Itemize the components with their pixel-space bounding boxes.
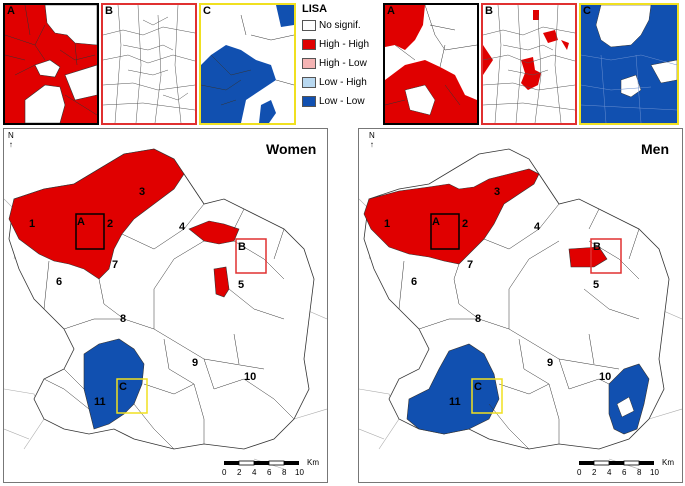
inset-label: C: [203, 5, 211, 17]
panel-title: Men: [641, 141, 669, 157]
scale-tick: 6: [267, 468, 272, 477]
box-label: C: [474, 381, 482, 393]
north-label: N: [369, 131, 375, 140]
inset-men-b-map: [483, 5, 575, 123]
box-label: B: [593, 241, 601, 253]
legend-item-no-signif: No signif.: [302, 20, 361, 31]
inset-label: A: [7, 5, 15, 17]
inset-men-c-map: [581, 5, 677, 123]
inset-women-c: C: [199, 3, 296, 125]
north-label: N: [8, 131, 14, 140]
men-box-b: [590, 238, 622, 274]
women-box-c: [116, 378, 148, 414]
panel-title: Women: [266, 141, 317, 157]
box-label: C: [119, 381, 127, 393]
legend-swatch: [302, 58, 316, 69]
men-box-a: [430, 213, 460, 250]
legend-item-high-low: High - Low: [302, 58, 367, 69]
legend-item-high-high: High - High: [302, 39, 369, 50]
region-number: 2: [462, 218, 469, 230]
region-number: 4: [179, 221, 186, 233]
legend-label: Low - Low: [319, 96, 365, 108]
scale-tick: 10: [650, 468, 659, 477]
region-number: 2: [107, 218, 114, 230]
region-number: 1: [384, 218, 391, 230]
box-label: A: [432, 216, 440, 228]
scale-unit: Km: [307, 458, 319, 467]
region-number: 11: [94, 396, 106, 408]
scale-tick: 2: [237, 468, 242, 477]
region-number: 9: [547, 357, 554, 369]
men-map: [359, 148, 682, 470]
legend-swatch: [302, 77, 316, 88]
inset-men-a: A: [383, 3, 479, 125]
women-box-b: [235, 238, 267, 274]
legend-swatch: [302, 39, 316, 50]
region-number: 3: [139, 186, 146, 198]
north-arrow-icon: N ↑: [8, 131, 14, 149]
legend-swatch: [302, 96, 316, 107]
region-number: 1: [29, 218, 36, 230]
inset-women-a: A: [3, 3, 99, 125]
panel-women: Women N ↑ 1 2 3 4 5 6 7 8 9 10 11 A B C 0…: [3, 128, 328, 483]
women-map: [4, 148, 327, 470]
inset-men-a-map: [385, 5, 477, 123]
women-scale-bar: [224, 460, 299, 466]
region-number: 6: [411, 276, 418, 288]
region-number: 4: [534, 221, 541, 233]
scale-unit: Km: [662, 458, 674, 467]
north-arrow-icon: N ↑: [369, 131, 375, 149]
inset-men-b: B: [481, 3, 577, 125]
inset-label: B: [105, 5, 113, 17]
inset-women-b: B: [101, 3, 197, 125]
scale-tick: 6: [622, 468, 627, 477]
inset-women-c-map: [201, 5, 294, 123]
legend-title: LISA: [302, 3, 328, 15]
box-label: A: [77, 216, 85, 228]
legend-label: High - High: [319, 39, 370, 51]
region-number: 3: [494, 186, 501, 198]
inset-women-b-map: [103, 5, 195, 123]
region-number: 7: [112, 259, 119, 271]
inset-men-c: C: [579, 3, 679, 125]
inset-label: B: [485, 5, 493, 17]
region-number: 8: [120, 313, 127, 325]
region-number: 5: [238, 279, 245, 291]
women-box-a: [75, 213, 105, 250]
scale-tick: 10: [295, 468, 304, 477]
inset-label: A: [387, 5, 395, 17]
region-number: 5: [593, 279, 600, 291]
legend-swatch: [302, 20, 316, 31]
scale-tick: 4: [607, 468, 612, 477]
legend-label: High - Low: [319, 58, 367, 70]
inset-label: C: [583, 5, 591, 17]
legend-label: Low - High: [319, 77, 367, 89]
inset-women-a-map: [5, 5, 97, 123]
scale-tick: 0: [222, 468, 227, 477]
region-number: 10: [599, 371, 612, 383]
men-box-c: [471, 378, 503, 414]
legend: LISA No signif. High - High High - Low L…: [298, 2, 382, 124]
region-number: 7: [467, 259, 474, 271]
panel-men: Men N ↑ 1 2 3 4 5 6 7 8 9 10 11 A B C 0 2…: [358, 128, 683, 483]
legend-item-low-low: Low - Low: [302, 96, 365, 107]
men-scale-bar: [579, 460, 654, 466]
scale-tick: 2: [592, 468, 597, 477]
legend-label: No signif.: [319, 20, 361, 32]
scale-tick: 4: [252, 468, 257, 477]
region-number: 9: [192, 357, 199, 369]
scale-tick: 8: [637, 468, 642, 477]
region-number: 11: [449, 396, 461, 408]
scale-tick: 0: [577, 468, 582, 477]
scale-tick: 8: [282, 468, 287, 477]
region-number: 8: [475, 313, 482, 325]
region-number: 10: [244, 371, 257, 383]
region-number: 6: [56, 276, 63, 288]
legend-item-low-high: Low - High: [302, 77, 367, 88]
box-label: B: [238, 241, 246, 253]
